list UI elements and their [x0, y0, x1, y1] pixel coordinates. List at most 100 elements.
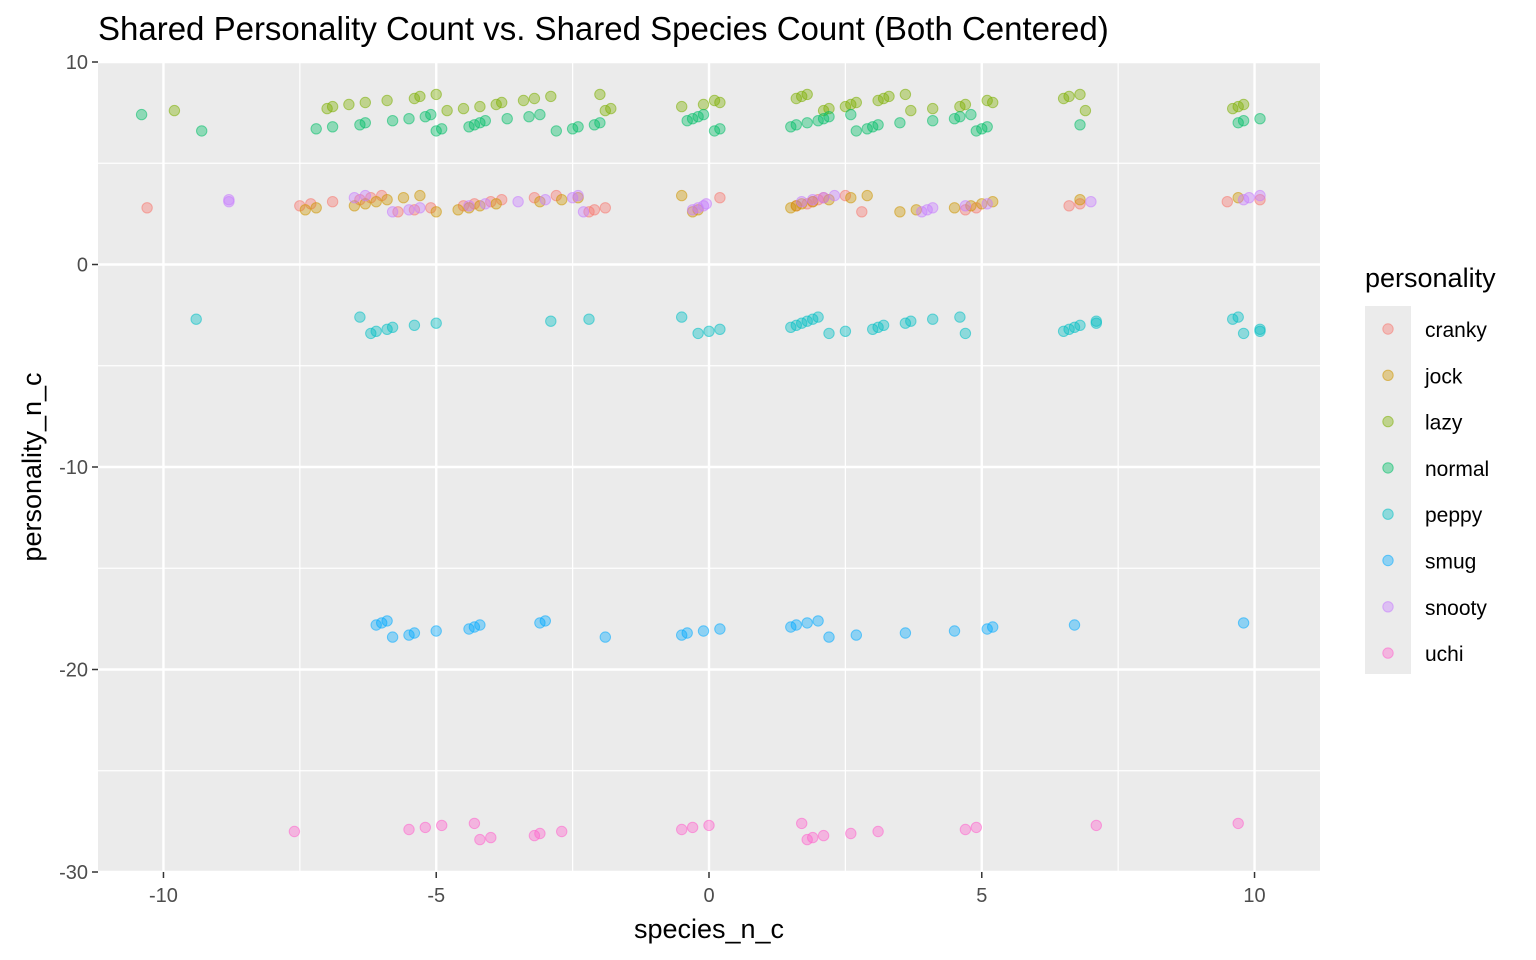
legend-label-normal: normal: [1425, 458, 1489, 481]
data-point-normal: [572, 121, 584, 133]
data-point-normal: [550, 125, 562, 137]
data-point-uchi: [403, 823, 415, 836]
data-point-jock: [948, 202, 961, 214]
legend-key-lazy: [1382, 415, 1394, 428]
legend-key-cranky: [1382, 323, 1394, 335]
data-point-lazy: [605, 102, 617, 115]
data-point-uchi: [1090, 819, 1103, 832]
data-point-uchi: [817, 829, 830, 842]
data-point-lazy: [801, 88, 813, 101]
data-point-smug: [474, 619, 486, 631]
data-point-smug: [1237, 617, 1250, 629]
data-point-normal: [1237, 115, 1250, 127]
data-point-normal: [425, 108, 437, 121]
data-point-normal: [359, 117, 371, 129]
data-point-normal: [954, 111, 966, 123]
data-point-peppy: [430, 317, 442, 329]
y-tick-label: -30: [59, 862, 88, 884]
data-point-cranky: [714, 192, 726, 204]
data-point-jock: [894, 206, 906, 218]
data-point-peppy: [905, 315, 917, 327]
data-point-uchi: [474, 833, 486, 846]
data-point-normal: [801, 117, 813, 129]
data-point-snooty: [577, 206, 590, 218]
data-point-jock: [348, 200, 361, 212]
data-point-smug: [386, 631, 399, 643]
data-point-lazy: [517, 94, 530, 107]
data-point-peppy: [1254, 323, 1266, 335]
x-tick-label: -5: [427, 885, 445, 907]
data-point-lazy: [927, 102, 939, 115]
data-point-normal: [326, 121, 339, 133]
data-point-peppy: [354, 311, 366, 323]
data-point-lazy: [850, 96, 862, 109]
data-point-jock: [452, 204, 464, 216]
data-points: [135, 88, 1266, 846]
data-point-snooty: [807, 194, 819, 206]
data-point-snooty: [386, 206, 399, 218]
data-point-uchi: [970, 821, 982, 834]
x-tick-label: 10: [1243, 885, 1265, 907]
data-point-lazy: [430, 88, 442, 101]
data-point-cranky: [141, 202, 153, 214]
data-point-jock: [370, 196, 382, 208]
data-point-uchi: [676, 823, 688, 836]
data-point-jock: [414, 189, 426, 202]
y-axis: -30 -20 -10 0 10: [59, 52, 98, 884]
data-point-peppy: [877, 319, 890, 331]
x-axis-title: species_n_c: [634, 914, 784, 944]
data-point-snooty: [572, 189, 584, 202]
data-point-normal: [436, 123, 448, 135]
data-point-jock: [397, 192, 410, 204]
data-point-lazy: [905, 104, 917, 117]
data-point-jock: [359, 198, 371, 210]
data-point-lazy: [883, 90, 895, 103]
data-point-jock: [845, 192, 857, 204]
data-point-uchi: [419, 821, 431, 834]
data-point-peppy: [954, 311, 966, 323]
data-point-cranky: [1074, 198, 1086, 210]
data-point-smug: [850, 629, 862, 641]
data-point-peppy: [714, 323, 726, 335]
data-point-snooty: [796, 196, 808, 208]
y-tick-label: -20: [59, 660, 88, 682]
data-point-jock: [381, 194, 393, 206]
data-point-lazy: [545, 90, 557, 103]
data-point-peppy: [1090, 315, 1103, 327]
legend-title: personality: [1365, 263, 1496, 293]
legend-label-uchi: uchi: [1425, 643, 1464, 666]
data-point-smug: [987, 621, 999, 633]
y-tick-label: 10: [66, 52, 88, 74]
data-point-snooty: [539, 194, 551, 206]
data-point-lazy: [1079, 104, 1092, 117]
data-point-lazy: [1074, 88, 1086, 101]
legend-label-cranky: cranky: [1425, 319, 1487, 342]
data-point-lazy: [457, 102, 470, 115]
data-point-uchi: [796, 817, 808, 830]
data-point-snooty: [959, 200, 972, 212]
x-tick-label: 5: [976, 885, 987, 907]
data-point-uchi: [288, 825, 301, 838]
data-point-cranky: [1063, 200, 1075, 212]
data-point-smug: [899, 627, 912, 639]
legend-key-snooty: [1382, 601, 1394, 613]
data-point-cranky: [1221, 196, 1234, 208]
data-point-lazy: [474, 100, 486, 113]
data-point-snooty: [414, 202, 426, 214]
y-axis-title: personality_n_c: [17, 372, 47, 561]
data-point-normal: [1074, 119, 1086, 131]
legend-key-normal: [1382, 462, 1394, 474]
data-point-uchi: [686, 821, 699, 834]
data-point-peppy: [959, 327, 972, 340]
data-point-normal: [386, 115, 399, 127]
data-point-normal: [594, 117, 606, 129]
data-point-smug: [539, 615, 551, 627]
data-point-lazy: [343, 98, 355, 111]
data-point-jock: [310, 202, 322, 214]
data-point-jock: [556, 194, 568, 206]
y-tick-label: -10: [59, 457, 88, 479]
data-point-normal: [872, 119, 884, 131]
data-point-normal: [1254, 113, 1266, 125]
x-axis: -10 -5 0 5 10: [149, 872, 1266, 907]
data-point-peppy: [1232, 311, 1244, 323]
